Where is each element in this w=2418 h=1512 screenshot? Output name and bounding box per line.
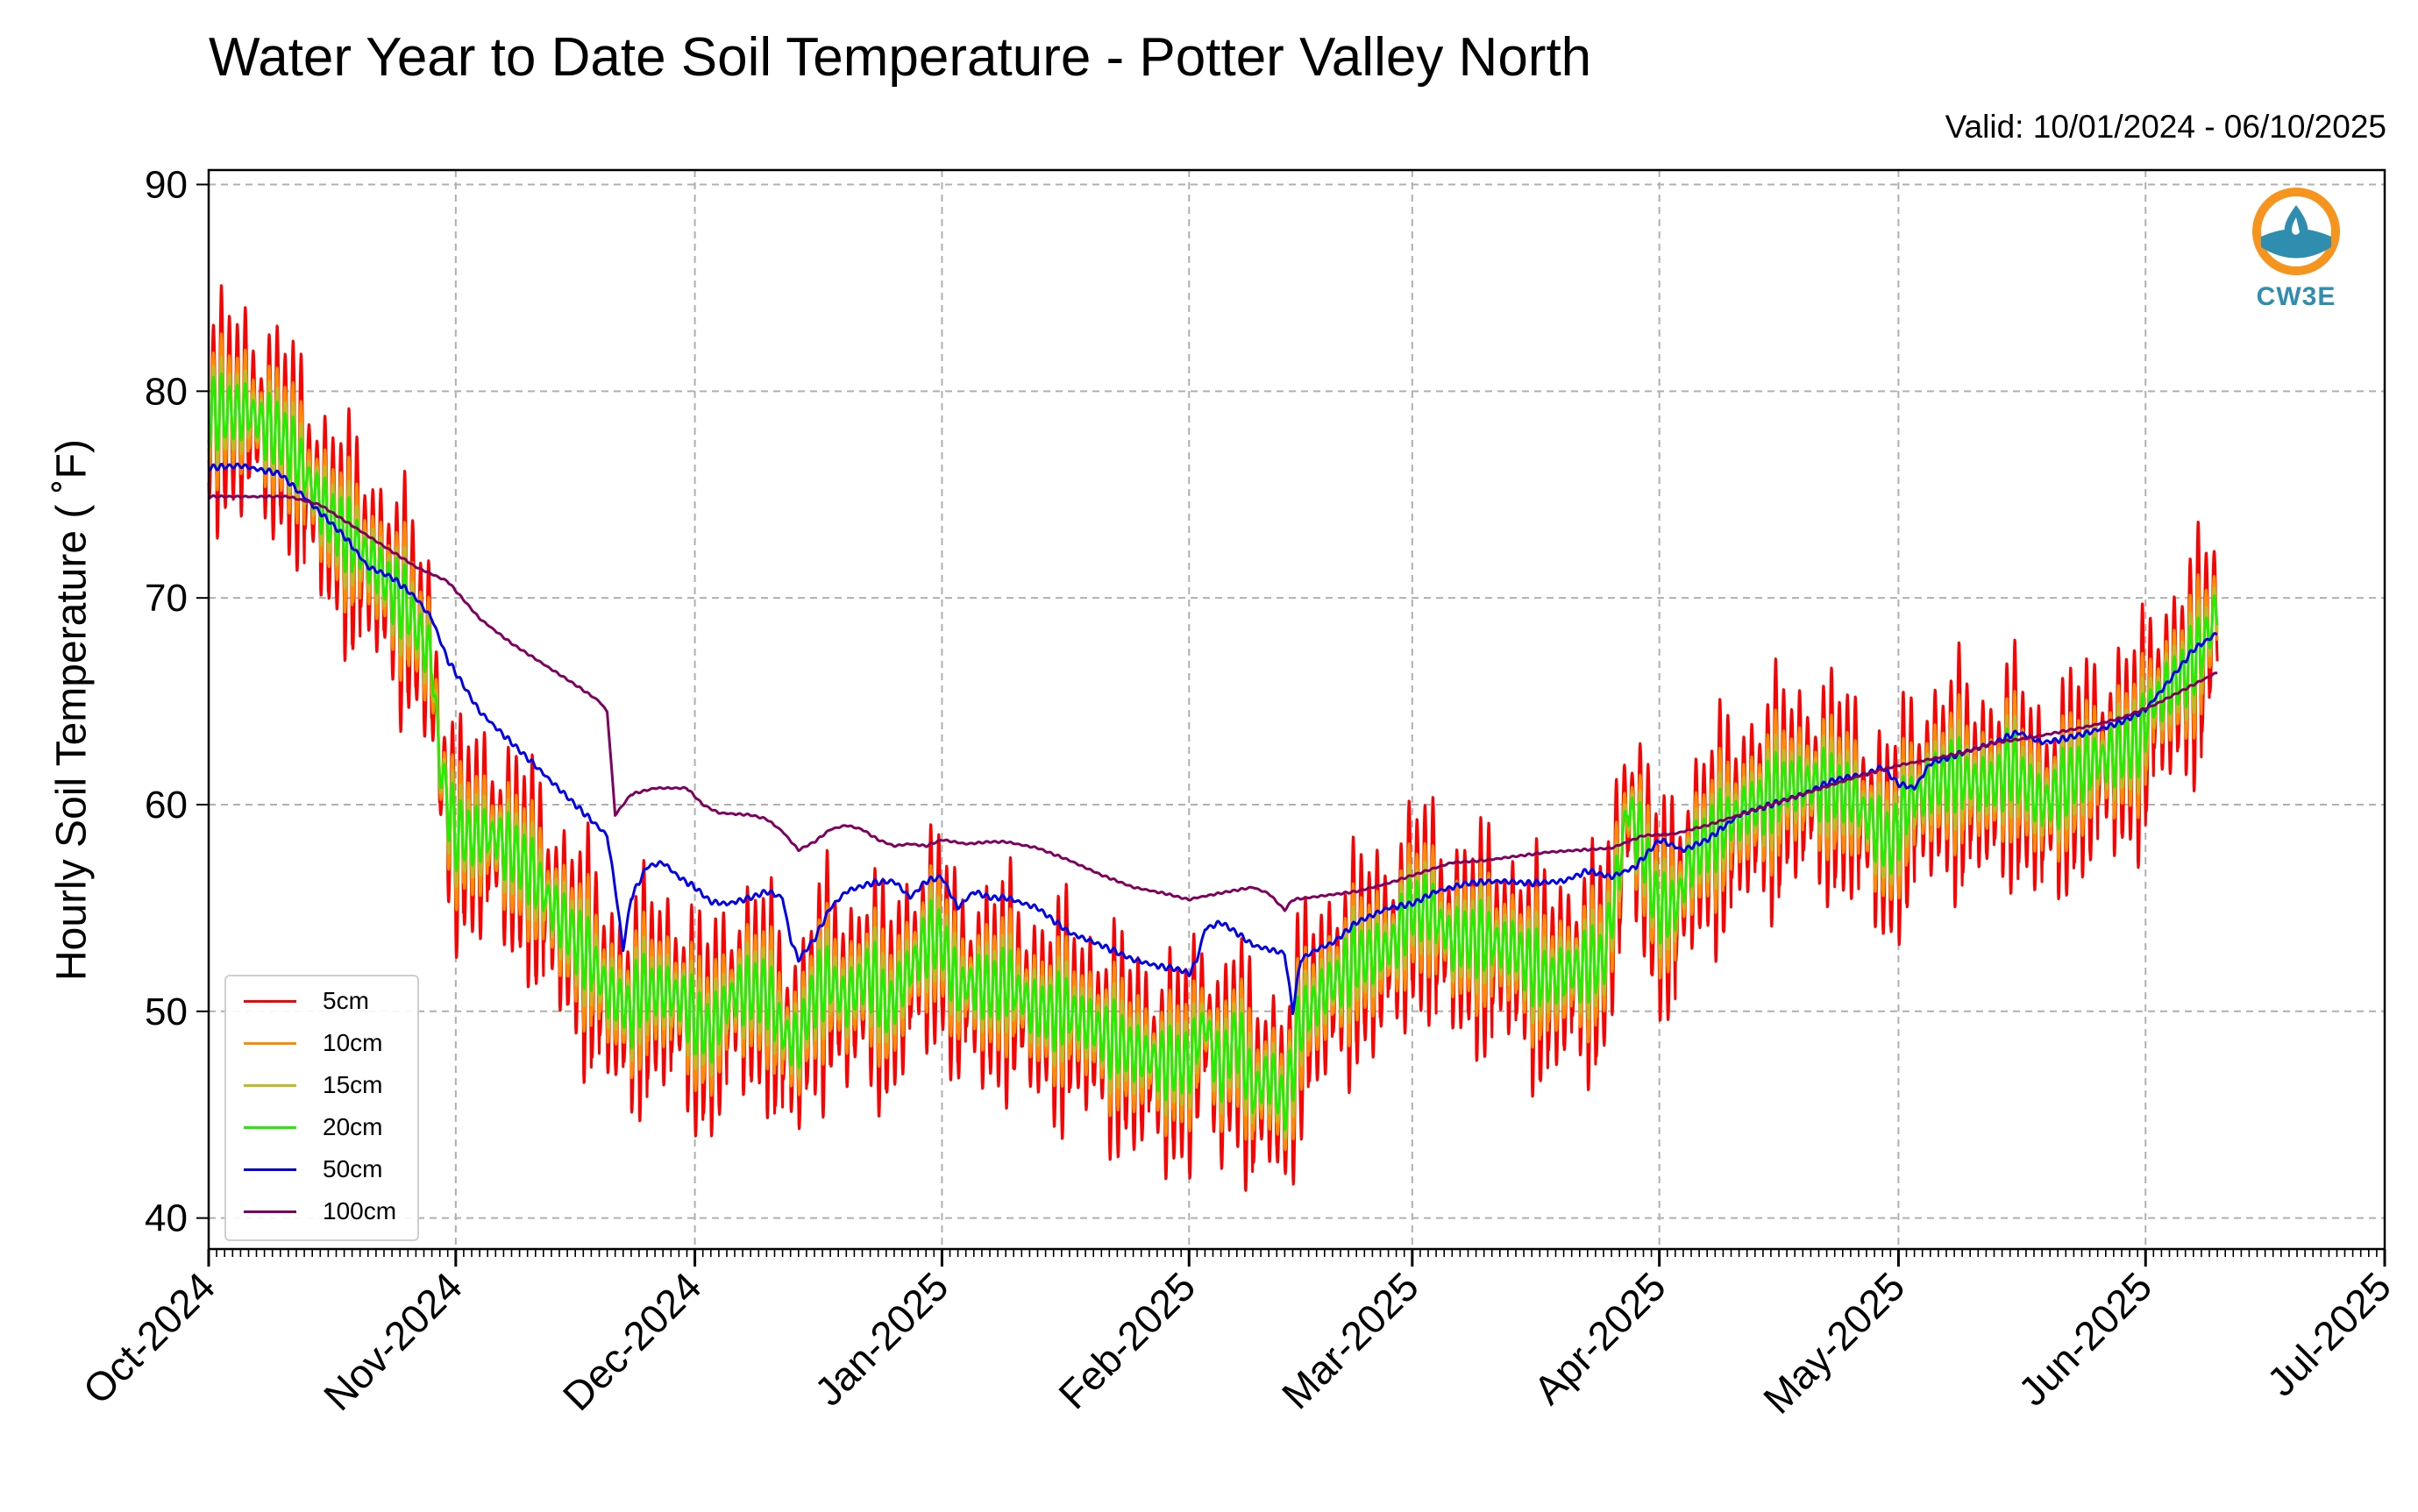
x-tick-label-jul-2025: Jul-2025 xyxy=(2258,1263,2400,1405)
series-line-5cm xyxy=(207,284,2219,1192)
legend-item-20cm: 20cm xyxy=(237,1110,412,1145)
plot-frame xyxy=(207,168,2386,1251)
cw3e-logo: CW3E xyxy=(2244,186,2348,317)
series-line-20cm xyxy=(207,372,2219,1132)
chart-title: Water Year to Date Soil Temperature - Po… xyxy=(209,27,1592,88)
legend-label-50cm: 50cm xyxy=(323,1155,383,1182)
legend-item-100cm: 100cm xyxy=(237,1194,412,1229)
x-tick-label-apr-2025: Apr-2025 xyxy=(1525,1263,1675,1413)
legend-swatch-10cm xyxy=(244,1042,296,1045)
legend-swatch-15cm xyxy=(244,1084,296,1087)
x-tick-label-nov-2024: Nov-2024 xyxy=(315,1263,471,1419)
legend-item-10cm: 10cm xyxy=(237,1026,412,1061)
legend-swatch-50cm xyxy=(244,1168,296,1171)
y-tick-label-40: 40 xyxy=(145,1197,188,1240)
y-tick-label-70: 70 xyxy=(145,577,188,620)
series-line-50cm xyxy=(207,462,2219,1016)
x-tick-label-oct-2024: Oct-2024 xyxy=(75,1263,224,1413)
x-tick-label-feb-2025: Feb-2025 xyxy=(1049,1263,1204,1417)
y-tick-label-80: 80 xyxy=(145,370,188,413)
x-tick-label-dec-2024: Dec-2024 xyxy=(554,1263,710,1419)
legend: 5cm 10cm 15cm 20cm 50cm 100cm xyxy=(224,975,419,1241)
legend-label-100cm: 100cm xyxy=(323,1197,397,1225)
legend-item-50cm: 50cm xyxy=(237,1152,412,1187)
legend-item-15cm: 15cm xyxy=(237,1068,412,1103)
legend-swatch-20cm xyxy=(244,1126,296,1129)
legend-label-15cm: 15cm xyxy=(323,1071,383,1098)
cw3e-logo-text: CW3E xyxy=(2256,282,2336,311)
x-tick-label-jan-2025: Jan-2025 xyxy=(806,1263,957,1414)
legend-swatch-5cm xyxy=(244,1000,296,1003)
y-tick-label-50: 50 xyxy=(145,990,188,1033)
legend-label-20cm: 20cm xyxy=(323,1113,383,1140)
series-line-100cm xyxy=(207,493,2219,912)
y-axis-label: Hourly Soil Temperature ( ˚F) xyxy=(48,439,96,981)
x-tick-label-jun-2025: Jun-2025 xyxy=(2009,1263,2160,1414)
y-tick-label-90: 90 xyxy=(145,164,188,207)
legend-swatch-100cm xyxy=(244,1210,296,1213)
legend-label-5cm: 5cm xyxy=(323,987,369,1014)
x-minor-ticks xyxy=(208,1249,2386,1257)
legend-item-5cm: 5cm xyxy=(237,983,412,1019)
x-tick-label-mar-2025: Mar-2025 xyxy=(1273,1263,1427,1417)
cw3e-water-drop-logo-icon xyxy=(2252,188,2340,275)
y-tick-label-60: 60 xyxy=(145,784,188,827)
legend-label-10cm: 10cm xyxy=(323,1029,383,1056)
x-tick-label-may-2025: May-2025 xyxy=(1754,1263,1913,1422)
series-line-15cm xyxy=(207,356,2219,1140)
valid-date-range: Valid: 10/01/2024 - 06/10/2025 xyxy=(1945,109,2386,145)
